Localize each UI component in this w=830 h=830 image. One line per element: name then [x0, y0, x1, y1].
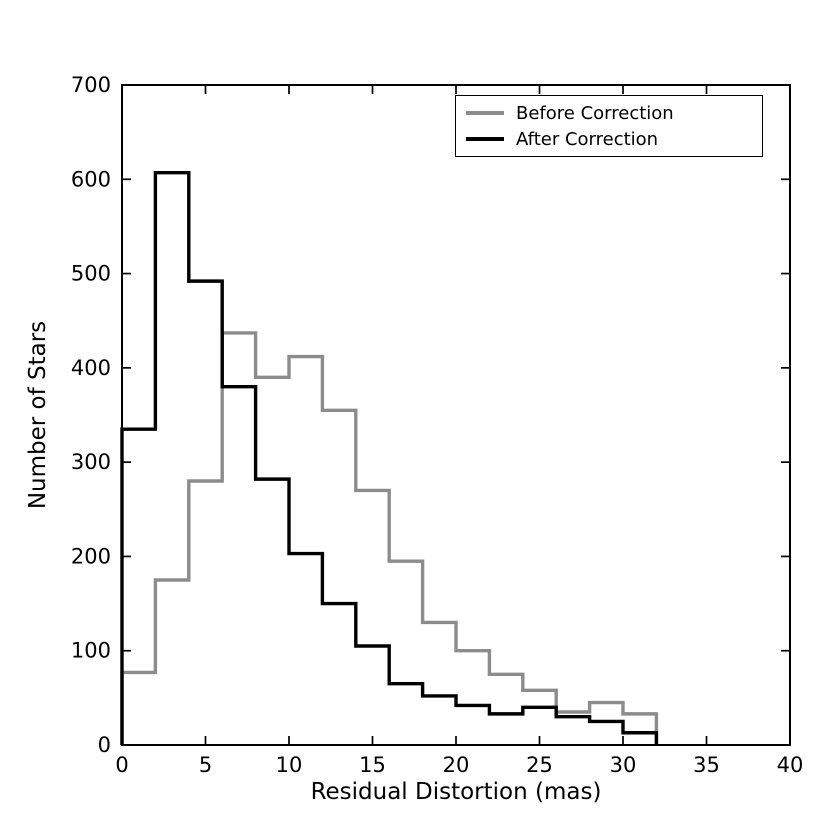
x-tick-label: 15 — [359, 753, 386, 777]
legend-item-after-correction: After Correction — [466, 128, 754, 150]
legend-label-before-correction: Before Correction — [516, 102, 674, 124]
y-tick-label: 300 — [71, 450, 111, 474]
y-tick-label: 700 — [71, 73, 111, 97]
x-tick-label: 20 — [443, 753, 470, 777]
x-tick-label: 0 — [115, 753, 128, 777]
legend-line-before-correction-icon — [466, 111, 504, 115]
y-tick-label: 400 — [71, 356, 111, 380]
y-tick-label: 600 — [71, 167, 111, 191]
legend-item-before-correction: Before Correction — [466, 102, 754, 124]
y-tick-label: 0 — [98, 733, 111, 757]
legend-line-after-correction-icon — [466, 137, 504, 141]
x-tick-label: 5 — [199, 753, 212, 777]
y-tick-label: 200 — [71, 544, 111, 568]
x-tick-label: 10 — [276, 753, 303, 777]
x-tick-label: 35 — [693, 753, 720, 777]
y-tick-label: 500 — [71, 262, 111, 286]
x-tick-label: 40 — [777, 753, 804, 777]
legend-label-after-correction: After Correction — [516, 128, 659, 150]
x-tick-label: 30 — [610, 753, 637, 777]
series-1-step-outline — [120, 170, 659, 745]
y-axis-label: Number of Stars — [25, 320, 51, 510]
x-axis-label: Residual Distortion (mas) — [310, 779, 602, 805]
x-tick-label: 25 — [526, 753, 553, 777]
y-tick-label: 100 — [71, 639, 111, 663]
series-0-step-outline — [120, 331, 659, 745]
legend: Before Correction After Correction — [455, 95, 763, 157]
